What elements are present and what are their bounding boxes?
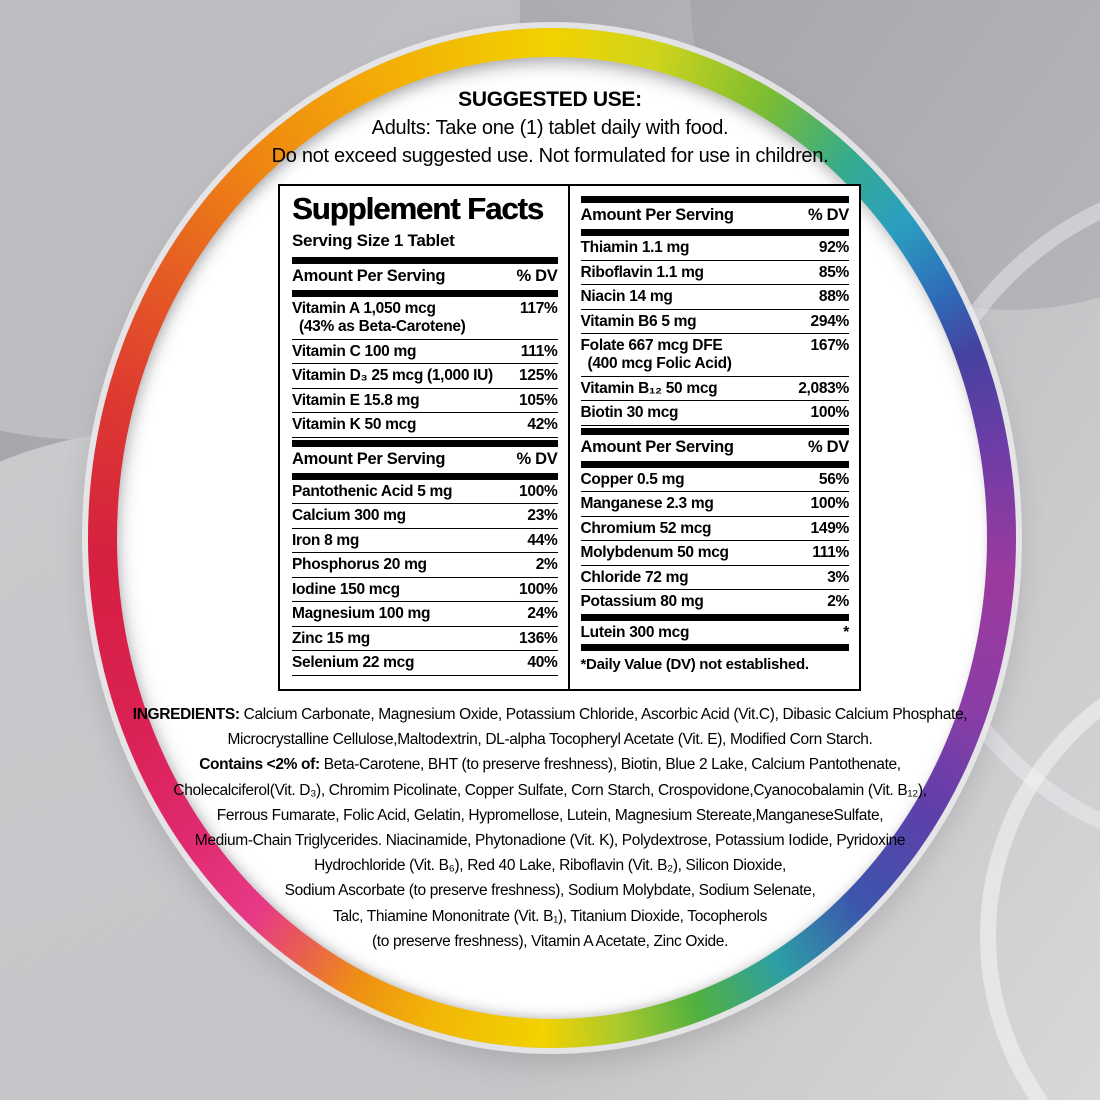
nutrient-row-potassium: Potassium 80 mg 2% [580,593,850,610]
nutrient-row-chloride: Chloride 72 mg 3% [580,566,849,590]
contains-label: Contains <2% of: [199,756,320,774]
nutrient-row-folate: Folate 667 mcg DFE 167% (400 mcg Folic Ac… [580,334,849,377]
thick-divider [292,290,558,297]
nutrient-row-zinc: Zinc 15 mg 136% [292,627,558,651]
suggested-use-block: SUGGESTED USE: Adults: Take one (1) tabl… [0,86,1100,170]
ingredients-line: Sodium Ascorbate (to preserve freshness)… [284,882,816,900]
nutrient-row-iron: Iron 8 mg 44% [292,529,558,553]
header-label: Amount Per Serving [292,267,446,285]
column-header: Amount Per Serving % DV [580,206,850,224]
nutrient-row-thiamin: Thiamin 1.1 mg 92% [580,236,849,261]
nutrient-row-molybdenum: Molybdenum 50 mcg 111% [580,541,849,566]
ingredients-line: Contains <2% of: Beta-Carotene, BHT (to … [199,756,901,774]
facts-left-column: Supplement Facts Serving Size 1 Tablet A… [280,186,570,689]
suggested-use-title: SUGGESTED USE: [458,88,642,111]
panel-title: Supplement Facts [292,191,544,226]
header-dv: % DV [516,267,558,285]
column-header: Amount Per Serving % DV [292,449,558,468]
ingredients-line: INGREDIENTS: Calcium Carbonate, Magnesiu… [132,706,968,723]
nutrient-row-lutein: Lutein 300 mcg * [580,623,850,641]
nutrient-subnote: (43% as Beta-Carotene) [299,318,466,335]
suggested-use-line2: Do not exceed suggested use. Not formula… [271,145,829,167]
ingredients-line: Cholecalciferol(Vit. D₃), Chromim Picoli… [173,781,927,799]
nutrient-row-vitamin-b12: Vitamin B₁₂ 50 mcg 2,083% [580,377,849,401]
ingredients-block: INGREDIENTS: Calcium Carbonate, Magnesiu… [0,702,1100,954]
thick-divider [292,472,558,480]
ingredients-line: Medium-Chain Triglycerides. Niacinamide,… [194,832,906,850]
nutrient-row-chromium: Chromium 52 mcg 149% [580,517,849,541]
nutrient-row-niacin: Niacin 14 mg 88% [580,285,849,310]
thick-divider [580,196,849,203]
nutrient-row-selenium: Selenium 22 mcg 40% [292,651,558,676]
nutrient-row-pantothenic-acid: Pantothenic Acid 5 mg 100% [292,480,558,504]
thick-divider [580,644,849,651]
nutrient-row-vitamin-c: Vitamin C 100 mg 111% [292,340,558,364]
nutrient-row-phosphorus: Phosphorus 20 mg 2% [292,553,558,578]
nutrient-row-vitamin-b6: Vitamin B6 5 mg 294% [580,310,849,334]
thick-divider [292,439,558,447]
nutrient-subnote: (400 mcg Folic Acid) [587,355,732,372]
nutrient-row-iodine: Iodine 150 mcg 100% [292,578,558,602]
facts-right-column: Amount Per Serving % DV Thiamin 1.1 mg 92… [570,186,860,689]
nutrient-row-riboflavin: Riboflavin 1.1 mg 85% [580,261,849,285]
thick-divider [580,229,849,236]
supplement-facts-panel: Supplement Facts Serving Size 1 Tablet A… [278,184,861,691]
nutrient-row-manganese: Manganese 2.3 mg 100% [580,492,849,517]
nutrient-row-calcium: Calcium 300 mg 23% [292,504,558,529]
column-header: Amount Per Serving % DV [292,264,558,290]
ingredients-line: Talc, Thiamine Mononitrate (Vit. B₁), Ti… [332,907,768,925]
thick-divider [580,613,849,621]
ingredients-line: Microcrystalline Cellulose,Maltodextrin,… [227,731,873,749]
thick-divider [580,460,849,468]
ingredients-label: INGREDIENTS: [132,706,240,723]
serving-size: Serving Size 1 Tablet [292,231,455,250]
thick-divider [580,427,849,435]
dv-footnote: *Daily Value (DV) not established. [580,656,810,673]
ingredients-line: Ferrous Fumarate, Folic Acid, Gelatin, H… [216,806,884,824]
ingredients-line: (to preserve freshness), Vitamin A Aceta… [371,932,729,950]
nutrient-row-vitamin-k: Vitamin K 50 mcg 42% [292,413,558,438]
nutrient-row-vitamin-e: Vitamin E 15.8 mg 105% [292,389,558,413]
nutrient-row-vitamin-a: Vitamin A 1,050 mcg 117% (43% as Beta-Car… [292,297,558,340]
nutrient-row-magnesium: Magnesium 100 mg 24% [292,602,558,627]
thick-divider [292,257,558,264]
suggested-use-line1: Adults: Take one (1) tablet daily with f… [371,117,729,139]
ingredients-line: Hydrochloride (Vit. B₆), Red 40 Lake, Ri… [314,857,786,875]
nutrient-row-copper: Copper 0.5 mg 56% [580,468,849,492]
nutrient-row-biotin: Biotin 30 mcg 100% [580,401,849,426]
column-header: Amount Per Serving % DV [580,437,850,456]
nutrient-row-vitamin-d3: Vitamin D₃ 25 mcg (1,000 IU) 125% [292,364,558,389]
